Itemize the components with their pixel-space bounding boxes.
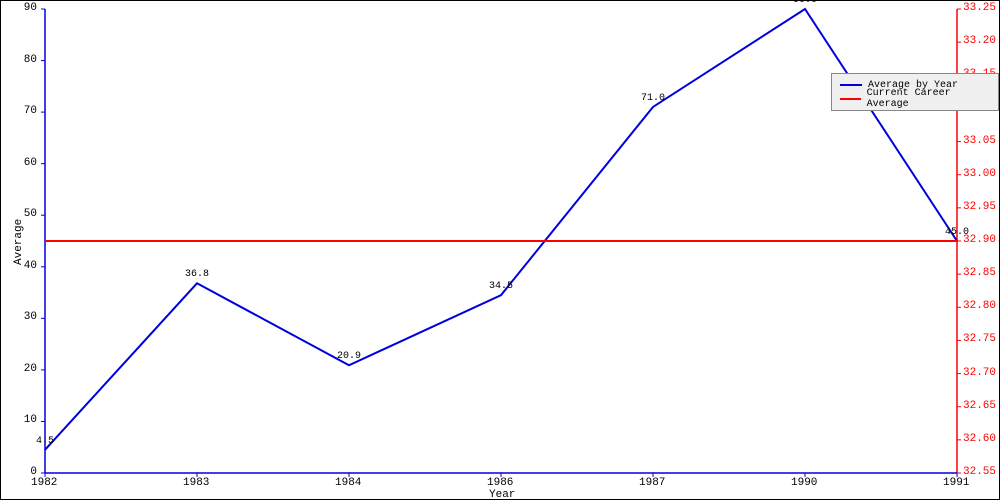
y-left-tick-label: 90 xyxy=(24,2,37,14)
y-right-tick-label: 32.70 xyxy=(963,367,996,379)
y-right-tick-label: 33.20 xyxy=(963,35,996,47)
y-right-tick-label: 32.80 xyxy=(963,300,996,312)
y-left-tick-label: 30 xyxy=(24,311,37,323)
y-right-tick-label: 33.25 xyxy=(963,2,996,14)
legend-swatch xyxy=(840,84,862,86)
y-left-tick-label: 10 xyxy=(24,414,37,426)
y-right-tick-label: 32.95 xyxy=(963,201,996,213)
y-right-tick-label: 32.60 xyxy=(963,433,996,445)
legend-swatch xyxy=(840,98,861,100)
x-tick-label: 1990 xyxy=(791,477,817,489)
y-left-tick-label: 80 xyxy=(24,54,37,66)
x-tick-label: 1982 xyxy=(31,477,57,489)
y-right-tick-label: 33.05 xyxy=(963,135,996,147)
x-tick-label: 1987 xyxy=(639,477,665,489)
x-tick-label: 1986 xyxy=(487,477,513,489)
y-axis-title: Average xyxy=(13,219,25,265)
data-point-label: 45.0 xyxy=(945,227,969,238)
x-tick-label: 1983 xyxy=(183,477,209,489)
data-point-label: 71.0 xyxy=(641,93,665,104)
y-right-tick-label: 33.00 xyxy=(963,168,996,180)
x-axis-title: Year xyxy=(489,489,515,501)
chart-container: 010203040506070809032.5532.6032.6532.703… xyxy=(0,0,1000,500)
y-right-tick-label: 32.75 xyxy=(963,333,996,345)
data-point-label: 20.9 xyxy=(337,351,361,362)
y-right-tick-label: 32.65 xyxy=(963,400,996,412)
y-left-tick-label: 40 xyxy=(24,260,37,272)
y-left-tick-label: 50 xyxy=(24,208,37,220)
x-tick-label: 1984 xyxy=(335,477,361,489)
data-point-label: 36.8 xyxy=(185,269,209,280)
x-tick-label: 1991 xyxy=(943,477,969,489)
legend-item: Current Career Average xyxy=(840,92,990,106)
y-left-tick-label: 60 xyxy=(24,157,37,169)
data-point-label: 34.5 xyxy=(489,281,513,292)
series-line xyxy=(45,9,957,450)
y-right-tick-label: 32.85 xyxy=(963,267,996,279)
legend-label: Current Career Average xyxy=(867,88,990,110)
y-left-tick-label: 70 xyxy=(24,105,37,117)
y-left-tick-label: 20 xyxy=(24,363,37,375)
data-point-label: 90.0 xyxy=(793,0,817,6)
data-point-label: 4.5 xyxy=(36,436,54,447)
legend: Average by YearCurrent Career Average xyxy=(831,73,999,111)
